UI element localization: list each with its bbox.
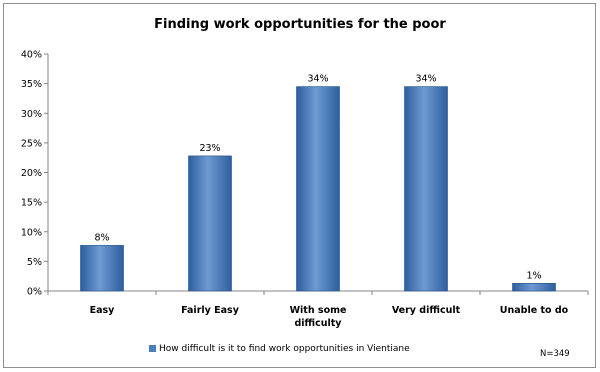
x-tick-label: Fairly Easy <box>181 305 240 316</box>
y-tick-label: 10% <box>21 227 42 238</box>
bars <box>80 86 556 292</box>
x-axis <box>47 290 589 295</box>
category-labels: Easy Fairly Easy With some difficulty Very d… <box>90 305 569 329</box>
bar <box>188 155 232 292</box>
legend: How difficult is it to find work opportu… <box>149 344 410 354</box>
legend-swatch <box>149 345 156 352</box>
y-tick-label: 30% <box>21 109 42 120</box>
chart-title: Finding work opportunities for the poor <box>154 17 446 32</box>
y-tick-label: 5% <box>27 257 42 268</box>
data-label: 23% <box>199 143 220 154</box>
y-tick-label: 0% <box>27 287 42 298</box>
data-label: 1% <box>526 270 541 281</box>
y-tick-label: 35% <box>21 79 42 90</box>
y-tick-label: 40% <box>21 50 42 61</box>
y-tick-label: 15% <box>21 198 42 209</box>
sample-size-note: N=349 <box>540 349 570 359</box>
y-tick-label: 25% <box>21 138 42 149</box>
data-labels: 8% 23% 34% 34% 1% <box>94 74 541 282</box>
data-label: 8% <box>94 232 109 243</box>
data-label: 34% <box>307 74 328 85</box>
x-tick-label: Very difficult <box>392 305 461 316</box>
bar <box>80 245 124 292</box>
x-tick-label: Easy <box>90 305 116 316</box>
y-axis: 0% 5% 10% 15% 20% 25% 30% 35% 40% <box>21 50 49 298</box>
bar <box>512 282 556 292</box>
legend-label: How difficult is it to find work opportu… <box>159 344 410 354</box>
x-tick-label: Unable to do <box>500 305 569 316</box>
bar <box>296 86 340 292</box>
y-tick-label: 20% <box>21 168 42 179</box>
bar <box>404 86 448 292</box>
x-tick-label: With some difficulty <box>290 305 347 329</box>
data-label: 34% <box>415 74 436 85</box>
